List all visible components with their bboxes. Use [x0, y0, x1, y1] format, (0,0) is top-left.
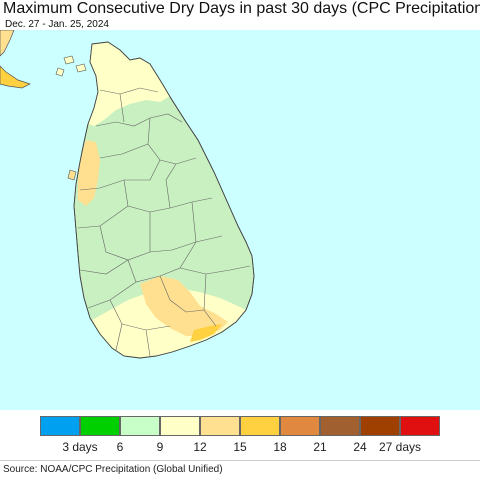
- legend-swatch: [120, 416, 160, 436]
- legend-colorbar: [40, 416, 440, 436]
- legend-swatch: [160, 416, 200, 436]
- india-coast-south: [0, 65, 31, 89]
- islet-3: [55, 67, 65, 77]
- legend-tick-label: 21: [313, 440, 327, 454]
- islet-1: [63, 55, 75, 65]
- south-tan-region: [140, 276, 228, 336]
- legend-tick-label: 15: [233, 440, 247, 454]
- legend-tick-label: 24: [353, 440, 367, 454]
- date-range: Dec. 27 - Jan. 25, 2024: [5, 19, 109, 30]
- legend-tick-label: 27 days: [378, 440, 422, 454]
- north-dry-zone: [88, 42, 170, 126]
- legend-swatch: [200, 416, 240, 436]
- legend-swatch: [40, 416, 80, 436]
- legend-swatch: [240, 416, 280, 436]
- map-title: Maximum Consecutive Dry Days in past 30 …: [3, 0, 480, 17]
- source-note: Source: NOAA/CPC Precipitation (Global U…: [3, 464, 223, 475]
- legend-swatch: [360, 416, 400, 436]
- legend-ticks: 3 days 6 9 12 15 18 21 24 27 days: [40, 440, 440, 456]
- legend-swatch: [400, 416, 440, 436]
- coastline: [73, 41, 255, 359]
- india-coast: [0, 30, 15, 57]
- legend-tick-label: 12: [193, 440, 207, 454]
- south-orange-patch: [190, 324, 222, 342]
- legend-tick-label: 18: [273, 440, 287, 454]
- legend: 3 days 6 9 12 15 18 21 24 27 days: [0, 410, 480, 460]
- legend-swatch: [80, 416, 120, 436]
- legend-tick-label: 9: [156, 440, 164, 454]
- legend-tick-label: 6: [116, 440, 124, 454]
- islet-2: [75, 63, 87, 73]
- map-panel: [0, 30, 480, 410]
- sri-lanka-map: [0, 30, 255, 359]
- islet-4: [67, 169, 77, 181]
- legend-swatch: [280, 416, 320, 436]
- legend-swatch: [320, 416, 360, 436]
- divider: [0, 460, 480, 461]
- legend-tick-label: 3 days: [62, 440, 98, 454]
- district-boundaries: [77, 87, 251, 357]
